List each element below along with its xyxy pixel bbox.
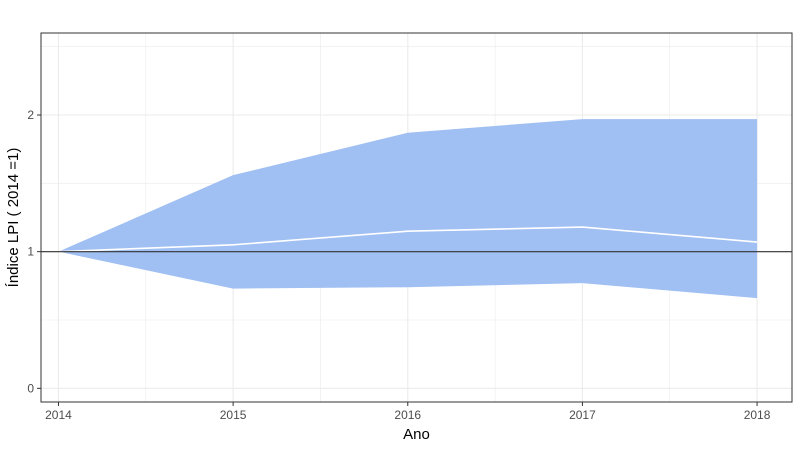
lpi-index-line	[58, 226, 758, 253]
axis-ticks	[37, 114, 758, 406]
confidence-band-layer	[58, 119, 758, 299]
y-tick-label: 1	[27, 245, 34, 259]
y-axis-tick-labels: 0 1 2	[27, 108, 34, 395]
y-axis-title: Índice LPI ( 2014 =1)	[5, 148, 22, 288]
confidence-band	[58, 119, 758, 299]
line-layer	[58, 226, 758, 253]
x-axis-tick-labels: 2014 2015 2016 2017 2018	[45, 408, 771, 422]
y-tick-label: 2	[27, 108, 34, 122]
x-tick-label: 2015	[220, 408, 247, 422]
x-tick-label: 2018	[744, 408, 771, 422]
x-axis-title: Ano	[403, 426, 430, 443]
x-tick-label: 2014	[45, 408, 72, 422]
y-tick-label: 0	[27, 381, 34, 395]
x-tick-label: 2016	[394, 408, 421, 422]
x-tick-label: 2017	[569, 408, 596, 422]
panel-border	[40, 32, 793, 403]
